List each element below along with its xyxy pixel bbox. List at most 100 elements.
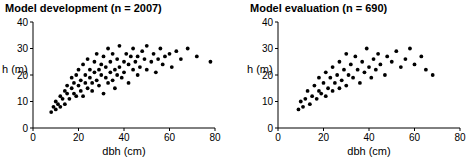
scatter-point bbox=[111, 78, 115, 82]
x-axis-label: dbh (cm) bbox=[347, 145, 390, 157]
scatter-point bbox=[404, 57, 408, 61]
scatter-point bbox=[111, 52, 115, 56]
scatter-point bbox=[136, 55, 140, 59]
scatter-point bbox=[419, 55, 423, 59]
scatter-point bbox=[90, 89, 94, 93]
scatter-point bbox=[299, 100, 303, 104]
x-axis-label: dbh (cm) bbox=[102, 145, 145, 157]
scatter-point bbox=[365, 47, 369, 51]
scatter-point bbox=[54, 108, 58, 112]
scatter-point bbox=[136, 73, 140, 77]
scatter-point bbox=[317, 76, 321, 80]
x-tick-label: 0 bbox=[30, 132, 36, 143]
scatter-point bbox=[106, 81, 110, 85]
scatter-point bbox=[322, 81, 326, 85]
scatter-point bbox=[70, 86, 74, 90]
scatter-point bbox=[328, 76, 332, 80]
scatter-point bbox=[324, 94, 328, 98]
scatter-point bbox=[79, 78, 83, 82]
scatter-point bbox=[108, 70, 112, 74]
x-tick-label: 80 bbox=[454, 132, 466, 143]
scatter-point bbox=[195, 55, 199, 59]
x-tick-label: 80 bbox=[209, 132, 221, 143]
scatter-point bbox=[358, 81, 362, 85]
y-tick bbox=[275, 22, 278, 23]
scatter-point bbox=[163, 55, 167, 59]
scatter-point bbox=[68, 97, 72, 101]
scatter-point bbox=[99, 63, 103, 67]
scatter-point bbox=[122, 70, 126, 74]
scatter-point bbox=[131, 47, 135, 51]
scatter-point bbox=[124, 52, 128, 56]
scatter-point bbox=[122, 60, 126, 64]
scatter-point bbox=[63, 102, 67, 106]
scatter-point bbox=[344, 84, 348, 88]
scatter-point bbox=[383, 73, 387, 77]
scatter-point bbox=[360, 60, 364, 64]
scatter-point bbox=[179, 57, 183, 61]
panel: Model development (n = 2007)h (m)dbh (cm… bbox=[2, 2, 221, 157]
y-tick-label: 10 bbox=[262, 96, 274, 107]
scatter-point bbox=[319, 92, 323, 96]
x-tick bbox=[323, 128, 324, 131]
scatter-point bbox=[77, 84, 81, 88]
scatter-point bbox=[88, 68, 92, 72]
scatter-point bbox=[83, 73, 87, 77]
scatter-point bbox=[390, 60, 394, 64]
x-tick bbox=[215, 128, 216, 131]
scatter-point bbox=[90, 81, 94, 85]
scatter-point bbox=[93, 60, 97, 64]
chart-canvas: Model development (n = 2007)h (m)dbh (cm… bbox=[0, 0, 474, 161]
scatter-point bbox=[102, 55, 106, 59]
scatter-point bbox=[93, 70, 97, 74]
scatter-point bbox=[424, 68, 428, 72]
y-tick bbox=[30, 22, 33, 23]
scatter-point bbox=[324, 70, 328, 74]
scatter-point bbox=[145, 68, 149, 72]
scatter-point bbox=[120, 76, 124, 80]
scatter-point bbox=[209, 60, 213, 64]
scatter-point bbox=[376, 52, 380, 56]
scatter-point bbox=[115, 57, 119, 61]
scatter-point bbox=[170, 65, 174, 69]
scatter-point bbox=[131, 68, 135, 72]
scatter-point bbox=[374, 68, 378, 72]
scatter-point bbox=[306, 89, 310, 93]
scatter-point bbox=[413, 63, 417, 67]
scatter-point bbox=[333, 81, 337, 85]
points bbox=[297, 47, 435, 112]
scatter-point bbox=[118, 65, 122, 69]
x-tick-label: 20 bbox=[318, 132, 330, 143]
scatter-point bbox=[118, 44, 122, 48]
scatter-point bbox=[58, 105, 62, 109]
scatter-point bbox=[356, 68, 360, 72]
scatter-point bbox=[385, 55, 389, 59]
scatter-point bbox=[363, 70, 367, 74]
x-tick bbox=[124, 128, 125, 131]
scatter-point bbox=[99, 73, 103, 77]
x-tick-label: 20 bbox=[73, 132, 85, 143]
scatter-point bbox=[143, 57, 147, 61]
scatter-point bbox=[338, 60, 342, 64]
scatter-point bbox=[408, 47, 412, 51]
x-tick-label: 60 bbox=[164, 132, 176, 143]
scatter-point bbox=[344, 52, 348, 56]
scatter-point bbox=[159, 47, 163, 51]
scatter-point bbox=[156, 57, 160, 61]
scatter-point bbox=[152, 52, 156, 56]
y-tick bbox=[30, 101, 33, 102]
y-tick bbox=[30, 75, 33, 76]
scatter-point bbox=[140, 49, 144, 53]
scatter-point bbox=[97, 84, 101, 88]
x-tick bbox=[460, 128, 461, 131]
scatter-point bbox=[313, 84, 317, 88]
x-tick bbox=[414, 128, 415, 131]
y-tick-label: 20 bbox=[17, 70, 29, 81]
scatter-point bbox=[145, 44, 149, 48]
scatter-point bbox=[104, 76, 108, 80]
scatter-point bbox=[127, 81, 131, 85]
scatter-point bbox=[97, 68, 101, 72]
scatter-point bbox=[72, 81, 76, 85]
scatter-point bbox=[399, 65, 403, 69]
scatter-point bbox=[174, 49, 178, 53]
